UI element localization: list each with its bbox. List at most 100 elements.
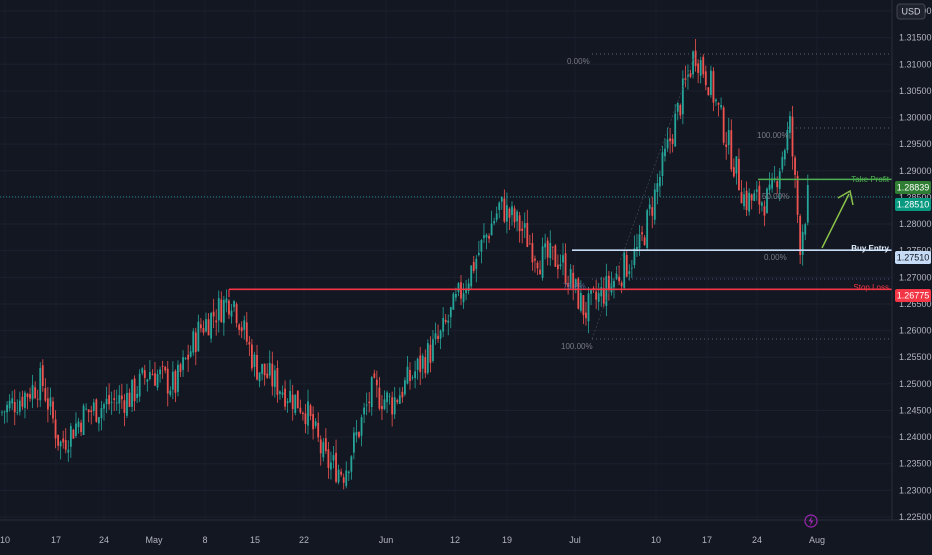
candle: [240, 321, 243, 339]
time-tick: 15: [250, 535, 260, 545]
candle: [534, 255, 536, 273]
candle: [783, 148, 786, 166]
candle: [692, 50, 694, 79]
candles: [1, 39, 809, 490]
candle: [29, 387, 31, 402]
fib-right-label-100: 100.00%: [757, 131, 789, 140]
candle: [590, 289, 592, 306]
candle: [610, 271, 613, 296]
currency-button[interactable]: USD: [896, 3, 926, 20]
candle: [126, 383, 128, 418]
candle: [26, 392, 29, 410]
candle: [87, 409, 90, 423]
price-tick: 1.27000: [899, 272, 932, 282]
candle: [207, 313, 210, 336]
candle: [378, 376, 381, 411]
stop-loss-label: Stop Loss: [853, 283, 889, 292]
time-tick: 24: [99, 535, 109, 545]
price-tick: 1.23000: [899, 485, 932, 495]
candle: [414, 360, 416, 389]
candle: [69, 423, 72, 458]
candle: [541, 237, 544, 281]
take-profit-badge: 1.28839: [895, 181, 931, 194]
time-tick: 22: [299, 535, 309, 545]
buy-entry-label: Buy Entry: [851, 244, 889, 253]
candle: [324, 428, 327, 454]
candle: [778, 167, 781, 202]
candle: [164, 365, 167, 374]
candle: [72, 428, 75, 439]
drawings[interactable]: 0.00% 100.00% 78.6% 100.00% 50.00% 0.00% Take …: [228, 53, 892, 351]
candle: [243, 315, 246, 340]
candle: [577, 277, 580, 310]
candle: [416, 357, 419, 380]
candle: [511, 201, 513, 226]
buy-entry-badge: 1.27510: [895, 251, 931, 264]
candle: [375, 370, 378, 398]
candle: [202, 320, 205, 336]
candle: [411, 375, 414, 381]
candle: [398, 387, 401, 404]
candle: [24, 390, 26, 419]
candle: [62, 430, 65, 449]
candle: [444, 314, 447, 325]
candle: [409, 362, 411, 390]
candle: [16, 399, 19, 416]
candle: [337, 464, 340, 485]
candle: [699, 56, 702, 84]
fib-trend-line[interactable]: [591, 53, 696, 340]
candle: [57, 434, 59, 451]
candle: [18, 391, 21, 416]
time-tick: Jul: [569, 535, 581, 545]
candle: [753, 189, 756, 202]
candle: [628, 264, 631, 281]
candle: [154, 361, 156, 387]
candle: [381, 395, 383, 420]
candle: [113, 389, 116, 411]
candle: [763, 200, 766, 227]
candle: [302, 411, 304, 421]
candle: [131, 379, 133, 412]
time-tick: 24: [752, 535, 762, 545]
candle: [263, 363, 266, 386]
candle: [189, 345, 192, 358]
time-tick: 17: [51, 535, 61, 545]
time-axis[interactable]: 10 17 24 May 8 15 22 Jun 12 19 Jul 10 17 24 Aug: [0, 535, 825, 545]
candle: [439, 329, 442, 350]
candle: [636, 233, 638, 257]
candle: [743, 187, 745, 210]
candle: [447, 314, 450, 336]
candle: [768, 172, 771, 196]
candle: [110, 391, 113, 415]
price-tick: 1.28000: [899, 219, 932, 229]
candle: [123, 394, 126, 427]
lightning-icon[interactable]: [804, 514, 818, 528]
candle: [480, 239, 483, 264]
candle: [452, 292, 455, 310]
candle: [151, 369, 154, 376]
candle: [230, 304, 233, 324]
candle: [434, 322, 437, 345]
projection-arrow[interactable]: [821, 189, 854, 249]
candle: [493, 217, 496, 226]
candle: [618, 265, 620, 285]
candle: [13, 389, 16, 426]
candle: [149, 360, 151, 381]
candle: [750, 193, 753, 210]
current-price: 1.28510: [897, 200, 930, 210]
candle: [633, 235, 636, 269]
candle: [503, 189, 506, 224]
candle: [404, 377, 406, 397]
candle: [205, 312, 207, 333]
candle: [391, 391, 394, 427]
candle: [388, 393, 391, 405]
candle: [47, 387, 49, 423]
candle: [804, 222, 807, 241]
candle: [179, 362, 182, 378]
candle: [620, 280, 623, 294]
price-tick: 1.30000: [899, 113, 932, 123]
candle: [393, 386, 396, 419]
